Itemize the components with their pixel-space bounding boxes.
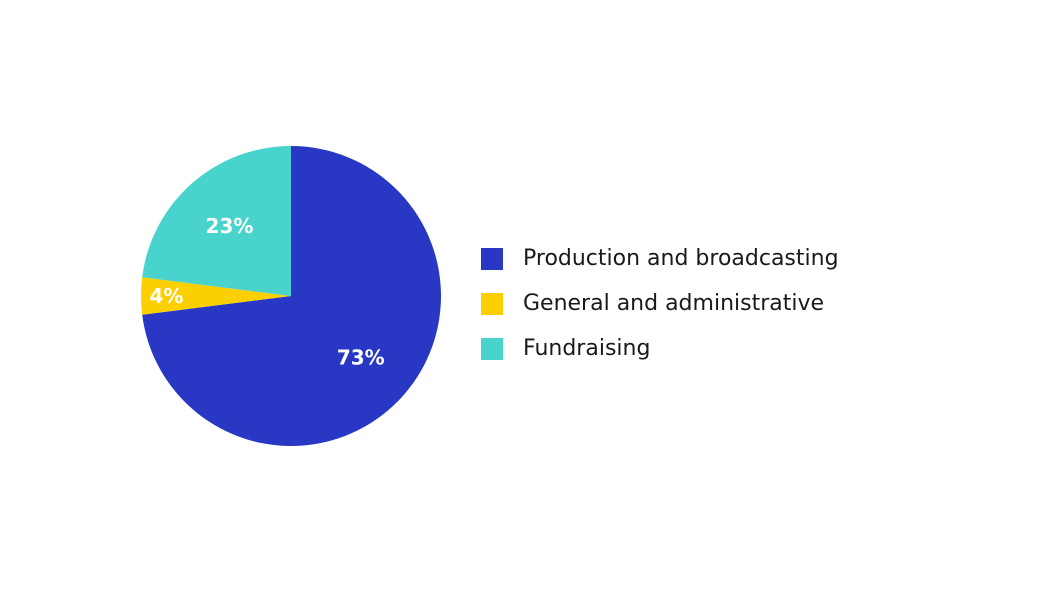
pie-value-labels: 73% 4% 23% [150, 214, 385, 369]
pie-value-label-fundraising: 23% [206, 214, 254, 238]
legend-swatch-fundraising [481, 337, 503, 360]
pie-slices [141, 146, 441, 447]
legend-label-fundraising: Fundraising [523, 336, 651, 361]
pie-slice-general [141, 277, 291, 315]
pie-slice-fundraising [142, 146, 291, 296]
pie-value-label-production: 73% [337, 346, 385, 370]
pie-value-label-general: 4% [150, 284, 184, 308]
legend-item-fundraising: Fundraising [481, 326, 839, 371]
legend: Production and broadcasting General and … [481, 236, 839, 371]
legend-label-general: General and administrative [523, 291, 825, 316]
legend-item-general: General and administrative [481, 281, 839, 326]
legend-swatch-production [481, 247, 503, 270]
legend-swatch-general [481, 292, 503, 315]
pie-slice-production [142, 146, 441, 447]
legend-label-production: Production and broadcasting [523, 246, 839, 271]
legend-item-production: Production and broadcasting [481, 236, 839, 281]
